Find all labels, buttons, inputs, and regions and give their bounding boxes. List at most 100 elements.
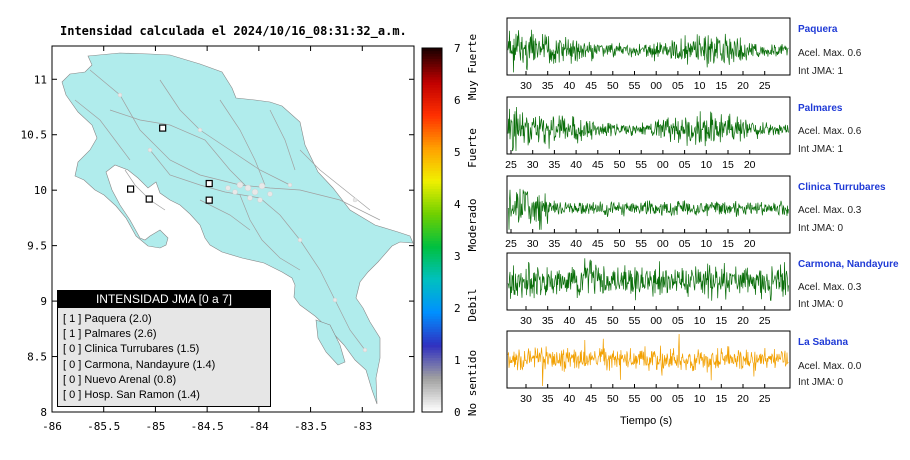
colorbar-band <box>422 240 442 244</box>
trace-tick-label: 30 <box>520 393 532 405</box>
x-tick-label: -84 <box>249 420 269 433</box>
colorbar-frame <box>421 47 443 413</box>
colorbar-band <box>422 344 442 348</box>
colorbar-band <box>422 380 442 384</box>
colorbar-band <box>422 274 442 278</box>
trace-tick-label: 30 <box>527 159 539 171</box>
colorbar-band <box>422 100 442 104</box>
colorbar-band <box>422 196 442 200</box>
trace-frame <box>506 17 791 76</box>
colorbar-tick-label: 3 <box>454 250 461 263</box>
waveform-line <box>507 258 789 302</box>
colorbar-band <box>422 107 442 111</box>
colorbar-band <box>422 63 442 67</box>
trace-tick-label: 40 <box>570 238 582 250</box>
trace-tick-label: 40 <box>564 393 576 405</box>
colorbar-band <box>422 115 442 119</box>
colorbar-band <box>422 331 442 335</box>
colorbar-band <box>422 167 442 171</box>
colorbar-band <box>422 258 442 262</box>
trace-panel: 30 35 40 45 50 55 00 05 10 15 20 25 <box>506 252 791 327</box>
station-acceleration: Acel. Max. 0.6 <box>798 126 862 137</box>
trace-tick-label: 50 <box>614 238 626 250</box>
trace-tick-label: 05 <box>679 159 691 171</box>
station-marker <box>159 124 167 132</box>
colorbar-band <box>422 300 442 304</box>
y-tick-label: 8 <box>40 406 47 419</box>
colorbar-band <box>422 120 442 124</box>
colorbar-category-label: Debil <box>466 288 479 321</box>
station-intensity: Int JMA: 0 <box>798 299 844 310</box>
colorbar-band <box>422 58 442 62</box>
trace-tick-label: 25 <box>759 80 771 92</box>
station-marker <box>145 195 153 203</box>
trace-tick-label: 20 <box>737 315 749 327</box>
colorbar-category-label: Moderado <box>466 199 479 252</box>
station-marker <box>205 179 213 188</box>
colorbar-band <box>422 263 442 267</box>
legend-item: [ 0 ] Carmona, Nandayure (1.4) <box>63 358 216 371</box>
colorbar-band <box>422 94 442 98</box>
trace-tick-label: 30 <box>527 238 539 250</box>
colorbar-band <box>422 357 442 361</box>
trace-x-axis: 30 35 40 45 50 55 00 05 10 15 20 25 <box>520 71 771 92</box>
legend-list: [ 1 ] Paquera (2.0) [ 1 ] Palmares (2.6)… <box>58 308 270 403</box>
x-tick-label: -85 <box>145 420 165 433</box>
trace-tick-label: 30 <box>520 315 532 327</box>
colorbar-band <box>422 133 442 137</box>
colorbar-band <box>422 370 442 374</box>
colorbar-band <box>422 131 442 135</box>
station-acceleration: Acel. Max. 0.3 <box>798 205 862 216</box>
colorbar-band <box>422 149 442 153</box>
colorbar-band <box>422 157 442 161</box>
colorbar-band <box>422 61 442 65</box>
trace-tick-label: 20 <box>737 80 749 92</box>
trace-tick-label: 10 <box>694 80 706 92</box>
trace-tick-label: 20 <box>744 238 756 250</box>
colorbar-band <box>422 383 442 387</box>
trace-tick-label: 50 <box>607 315 619 327</box>
trace-tick-label: 00 <box>650 315 662 327</box>
trace-tick-label: 15 <box>715 80 727 92</box>
colorbar-band <box>422 295 442 299</box>
colorbar-band <box>422 365 442 369</box>
colorbar-band <box>422 305 442 309</box>
trace-tick-label: 40 <box>564 80 576 92</box>
colorbar-band <box>422 297 442 301</box>
colorbar-band <box>422 360 442 364</box>
colorbar-band <box>422 211 442 215</box>
trace-x-axis: 30 35 40 45 50 55 00 05 10 15 20 25 <box>520 306 771 327</box>
station-acceleration: Acel. Max. 0.3 <box>798 282 862 293</box>
colorbar-band <box>422 139 442 143</box>
x-tick-label: -84.5 <box>191 420 224 433</box>
colorbar-band <box>422 243 442 247</box>
colorbar-tick-label: 6 <box>454 94 461 107</box>
trace-tick-label: 55 <box>629 80 641 92</box>
trace-tick-label: 05 <box>679 238 691 250</box>
y-tick-label: 10 <box>34 184 47 197</box>
colorbar-band <box>422 191 442 195</box>
trace-tick-label: 20 <box>737 393 749 405</box>
y-tick-label: 9 <box>40 295 47 308</box>
colorbar-band <box>422 193 442 197</box>
colorbar-band <box>422 362 442 366</box>
colorbar-band <box>422 347 442 351</box>
trace-tick-label: 35 <box>549 238 561 250</box>
colorbar-band <box>422 237 442 241</box>
road-network <box>74 69 381 351</box>
colorbar-tick-label: 1 <box>454 354 461 367</box>
station-intensity: Int JMA: 0 <box>798 223 844 234</box>
colorbar-band <box>422 313 442 317</box>
peninsula-osa <box>315 319 346 366</box>
colorbar-band <box>422 118 442 122</box>
trace-tick-label: 40 <box>564 315 576 327</box>
colorbar-band <box>422 373 442 377</box>
colorbar-category-label: Muy Fuerte <box>466 34 479 100</box>
station-name: Clinica Turrubares <box>798 182 886 193</box>
trace-tick-label: 35 <box>542 315 554 327</box>
trace-tick-label: 45 <box>592 238 604 250</box>
colorbar-band <box>422 159 442 163</box>
colorbar-band <box>422 141 442 145</box>
colorbar-band <box>422 318 442 322</box>
